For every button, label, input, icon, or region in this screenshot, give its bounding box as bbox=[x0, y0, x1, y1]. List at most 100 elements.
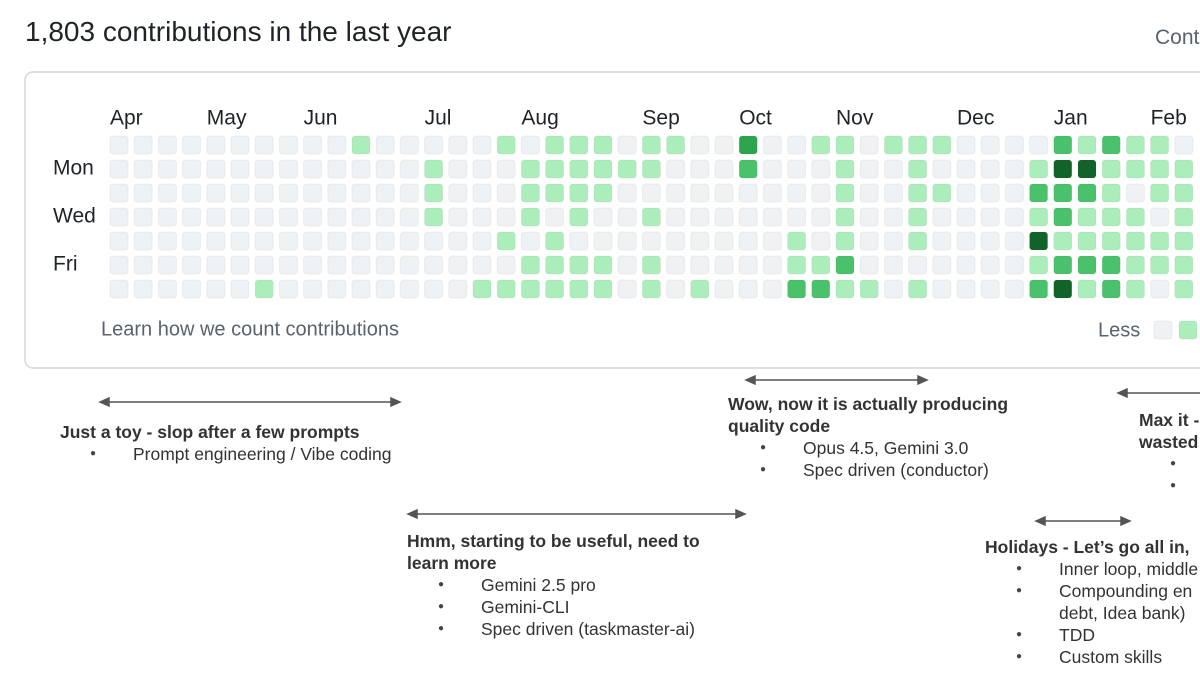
day-cell[interactable] bbox=[1174, 279, 1194, 299]
day-cell[interactable] bbox=[762, 255, 782, 275]
day-cell[interactable] bbox=[520, 159, 540, 179]
day-cell[interactable] bbox=[883, 231, 903, 251]
day-cell[interactable] bbox=[496, 207, 516, 227]
day-cell[interactable] bbox=[375, 135, 395, 155]
day-cell[interactable] bbox=[399, 279, 419, 299]
day-cell[interactable] bbox=[666, 231, 686, 251]
day-cell[interactable] bbox=[109, 159, 129, 179]
day-cell[interactable] bbox=[157, 231, 177, 251]
day-cell[interactable] bbox=[762, 159, 782, 179]
day-cell[interactable] bbox=[1077, 159, 1097, 179]
day-cell[interactable] bbox=[520, 183, 540, 203]
day-cell[interactable] bbox=[278, 135, 298, 155]
day-cell[interactable] bbox=[690, 183, 710, 203]
day-cell[interactable] bbox=[157, 135, 177, 155]
day-cell[interactable] bbox=[182, 159, 202, 179]
day-cell[interactable] bbox=[1029, 207, 1049, 227]
day-cell[interactable] bbox=[1077, 255, 1097, 275]
day-cell[interactable] bbox=[1125, 135, 1145, 155]
day-cell[interactable] bbox=[327, 279, 347, 299]
day-cell[interactable] bbox=[690, 135, 710, 155]
day-cell[interactable] bbox=[980, 279, 1000, 299]
day-cell[interactable] bbox=[351, 183, 371, 203]
day-cell[interactable] bbox=[278, 183, 298, 203]
day-cell[interactable] bbox=[714, 279, 734, 299]
day-cell[interactable] bbox=[908, 183, 928, 203]
day-cell[interactable] bbox=[617, 183, 637, 203]
day-cell[interactable] bbox=[617, 159, 637, 179]
day-cell[interactable] bbox=[908, 255, 928, 275]
day-cell[interactable] bbox=[327, 255, 347, 275]
day-cell[interactable] bbox=[1174, 255, 1194, 275]
day-cell[interactable] bbox=[883, 279, 903, 299]
day-cell[interactable] bbox=[1004, 183, 1024, 203]
day-cell[interactable] bbox=[569, 159, 589, 179]
day-cell[interactable] bbox=[1150, 231, 1170, 251]
day-cell[interactable] bbox=[1029, 183, 1049, 203]
day-cell[interactable] bbox=[956, 231, 976, 251]
day-cell[interactable] bbox=[1174, 135, 1194, 155]
day-cell[interactable] bbox=[908, 279, 928, 299]
day-cell[interactable] bbox=[641, 183, 661, 203]
day-cell[interactable] bbox=[811, 231, 831, 251]
day-cell[interactable] bbox=[593, 255, 613, 275]
day-cell[interactable] bbox=[859, 279, 879, 299]
day-cell[interactable] bbox=[787, 135, 807, 155]
day-cell[interactable] bbox=[1174, 207, 1194, 227]
day-cell[interactable] bbox=[714, 255, 734, 275]
day-cell[interactable] bbox=[448, 159, 468, 179]
day-cell[interactable] bbox=[230, 135, 250, 155]
day-cell[interactable] bbox=[375, 159, 395, 179]
day-cell[interactable] bbox=[1029, 135, 1049, 155]
day-cell[interactable] bbox=[230, 183, 250, 203]
day-cell[interactable] bbox=[787, 255, 807, 275]
day-cell[interactable] bbox=[351, 135, 371, 155]
day-cell[interactable] bbox=[1029, 159, 1049, 179]
day-cell[interactable] bbox=[1004, 159, 1024, 179]
day-cell[interactable] bbox=[1077, 279, 1097, 299]
day-cell[interactable] bbox=[956, 159, 976, 179]
day-cell[interactable] bbox=[617, 231, 637, 251]
day-cell[interactable] bbox=[351, 159, 371, 179]
day-cell[interactable] bbox=[496, 255, 516, 275]
day-cell[interactable] bbox=[375, 207, 395, 227]
day-cell[interactable] bbox=[254, 279, 274, 299]
day-cell[interactable] bbox=[399, 255, 419, 275]
day-cell[interactable] bbox=[351, 255, 371, 275]
day-cell[interactable] bbox=[714, 183, 734, 203]
day-cell[interactable] bbox=[230, 231, 250, 251]
day-cell[interactable] bbox=[980, 135, 1000, 155]
day-cell[interactable] bbox=[1125, 207, 1145, 227]
day-cell[interactable] bbox=[182, 279, 202, 299]
day-cell[interactable] bbox=[738, 255, 758, 275]
day-cell[interactable] bbox=[666, 135, 686, 155]
day-cell[interactable] bbox=[520, 231, 540, 251]
day-cell[interactable] bbox=[1004, 135, 1024, 155]
day-cell[interactable] bbox=[666, 279, 686, 299]
day-cell[interactable] bbox=[569, 279, 589, 299]
day-cell[interactable] bbox=[206, 279, 226, 299]
learn-link[interactable]: Learn how we count contributions bbox=[101, 318, 399, 340]
day-cell[interactable] bbox=[278, 231, 298, 251]
day-cell[interactable] bbox=[230, 279, 250, 299]
day-cell[interactable] bbox=[1053, 207, 1073, 227]
day-cell[interactable] bbox=[109, 255, 129, 275]
day-cell[interactable] bbox=[1150, 279, 1170, 299]
day-cell[interactable] bbox=[133, 207, 153, 227]
day-cell[interactable] bbox=[1004, 279, 1024, 299]
day-cell[interactable] bbox=[230, 159, 250, 179]
day-cell[interactable] bbox=[859, 255, 879, 275]
day-cell[interactable] bbox=[133, 183, 153, 203]
day-cell[interactable] bbox=[1004, 255, 1024, 275]
day-cell[interactable] bbox=[883, 255, 903, 275]
day-cell[interactable] bbox=[811, 207, 831, 227]
day-cell[interactable] bbox=[932, 255, 952, 275]
day-cell[interactable] bbox=[133, 159, 153, 179]
day-cell[interactable] bbox=[859, 135, 879, 155]
day-cell[interactable] bbox=[787, 207, 807, 227]
day-cell[interactable] bbox=[1150, 207, 1170, 227]
day-cell[interactable] bbox=[1150, 135, 1170, 155]
day-cell[interactable] bbox=[545, 279, 565, 299]
day-cell[interactable] bbox=[278, 255, 298, 275]
day-cell[interactable] bbox=[1101, 255, 1121, 275]
